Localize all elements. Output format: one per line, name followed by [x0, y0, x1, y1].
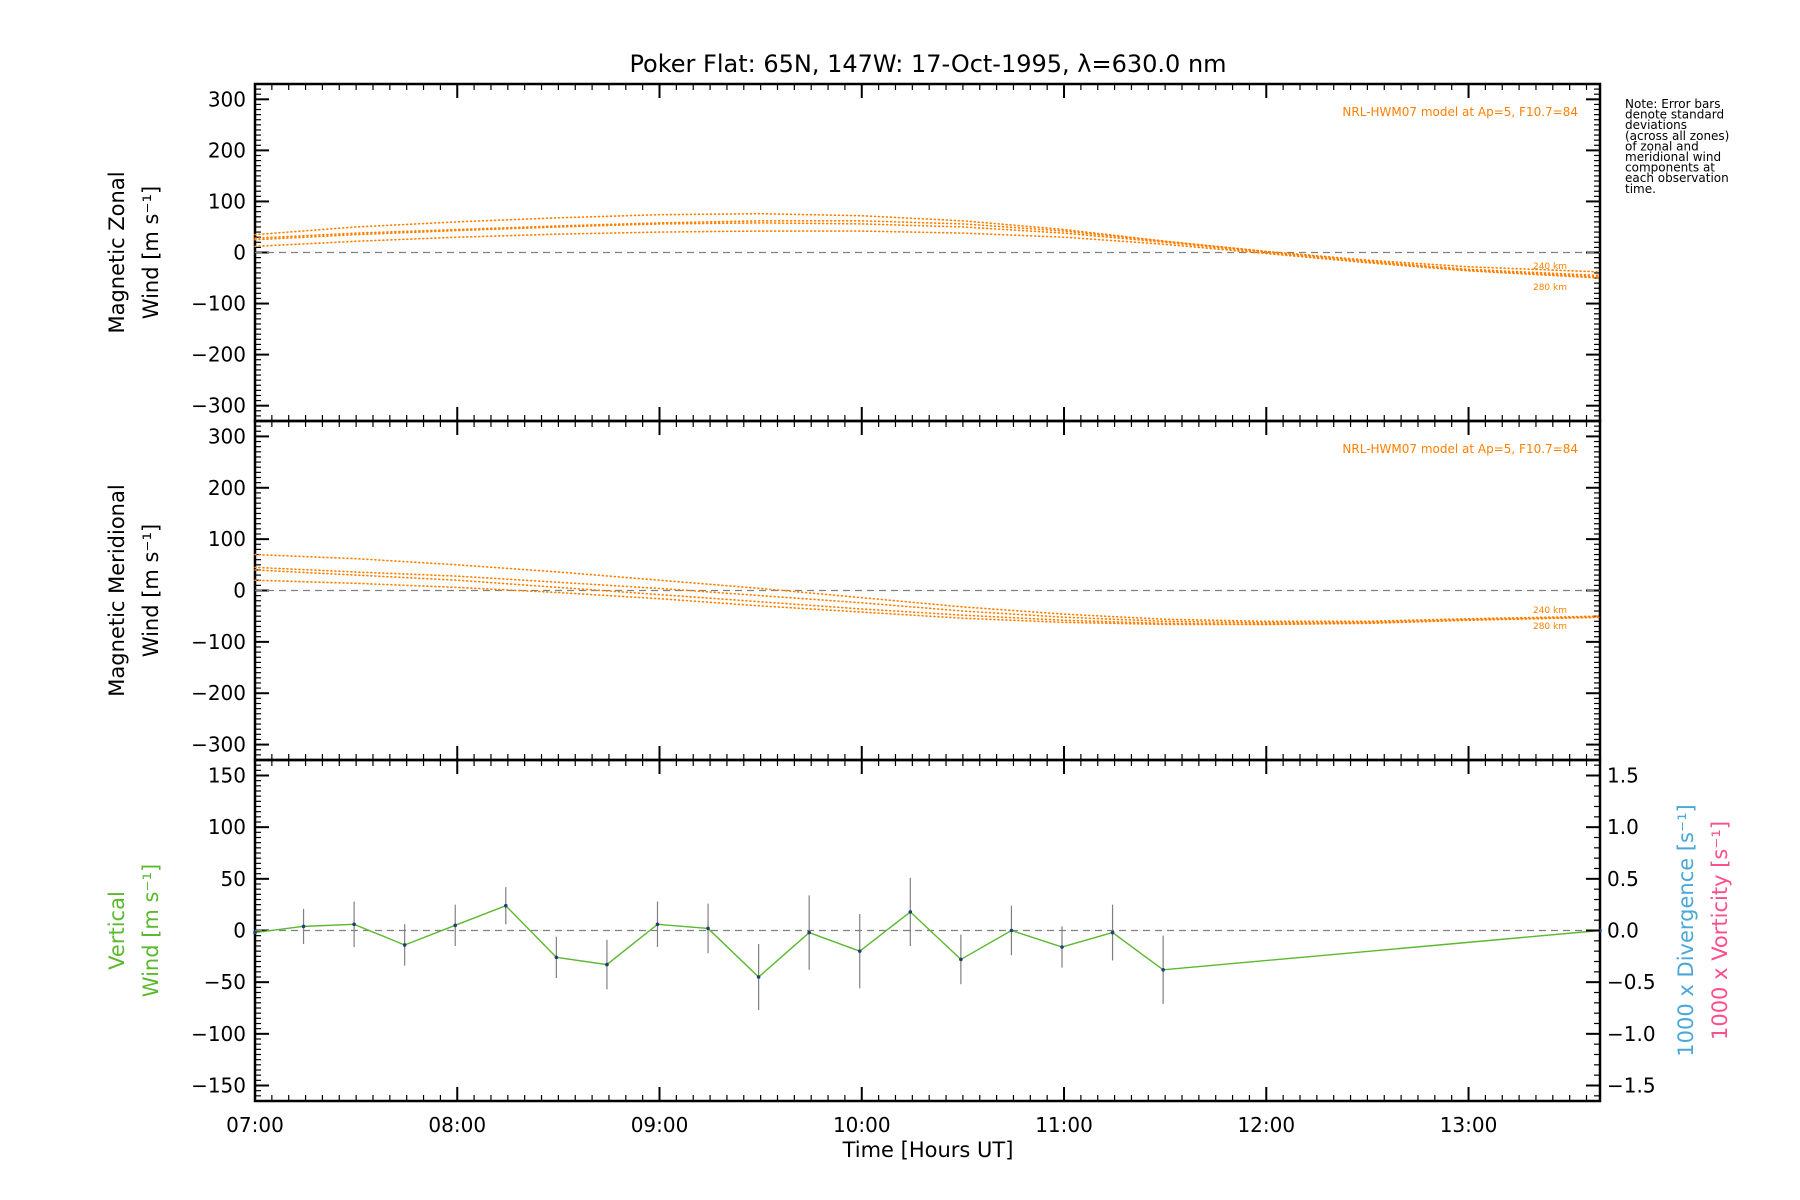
panel-meridional: −300 −200 −100 0 100 200 300 Magnetic Meridiona… [105, 419, 1602, 762]
vertical-wind-point [352, 922, 356, 927]
y-tick-label: −300 [191, 394, 246, 418]
vertical-wind-point [1009, 928, 1014, 933]
panel-zonal: −300 −200 −100 0 100 200 300 Magnetic Zonal Wind… [105, 82, 1602, 423]
y2-tick-label: −1.0 [1607, 1022, 1656, 1046]
vertical-wind-point [857, 949, 862, 953]
y2-tick-label: 0.0 [1607, 919, 1639, 943]
note-line: meridional wind [1625, 150, 1721, 164]
altitude-label: 280 km [1533, 283, 1567, 293]
x-tick-label: 11:00 [1035, 1113, 1093, 1137]
y2-tick-label: −1.5 [1607, 1074, 1656, 1098]
note-line: of zonal and [1625, 139, 1699, 153]
vertical-wind-point [253, 930, 257, 935]
model-curve [254, 222, 1601, 278]
x-tick-label: 09:00 [631, 1113, 689, 1137]
x-tick-label: 10:00 [833, 1113, 891, 1137]
model-curve [254, 553, 1601, 623]
vertical-wind-point [1110, 930, 1115, 935]
y-axis-label: Magnetic Zonal [105, 171, 129, 333]
altitude-label: 280 km [1533, 622, 1567, 632]
x-tick-label: 13:00 [1440, 1113, 1498, 1137]
model-curve [254, 230, 1601, 279]
model-annotation: NRL-HWM07 model at Ap=5, F10.7=84 [1342, 442, 1578, 456]
y-tick-label: −100 [191, 630, 246, 654]
x-tick-label: 07:00 [226, 1113, 284, 1137]
chart-title: Poker Flat: 65N, 147W: 17-Oct-1995, λ=63… [629, 50, 1226, 78]
y-tick-label: 0 [233, 919, 246, 943]
y-tick-label: 150 [208, 764, 246, 788]
panels: −300 −200 −100 0 100 200 300 Magnetic Zonal Wind… [105, 82, 1732, 1137]
y-tick-label: −100 [191, 292, 246, 316]
note-line: (across all zones) [1625, 129, 1729, 143]
y-tick-label: 50 [221, 867, 246, 891]
model-curve [254, 579, 1601, 626]
vorticity-axis-label: 1000 x Vorticity [s⁻¹] [1708, 821, 1732, 1040]
vertical-wind-point [605, 962, 609, 967]
vertical-wind-point [756, 975, 761, 979]
y-axis-label: Magnetic Meridional [105, 484, 129, 696]
model-curve [254, 212, 1601, 273]
y-tick-label: 200 [208, 138, 246, 162]
y-axis-label: Wind [m s⁻¹] [139, 524, 163, 657]
y2-tick-label: 1.5 [1607, 764, 1639, 788]
y-tick-label: −300 [191, 733, 246, 757]
x-tick-label: 08:00 [428, 1113, 486, 1137]
y-tick-label: −200 [191, 343, 246, 367]
vertical-wind-point [554, 955, 559, 960]
note-line: deviations [1625, 118, 1687, 132]
model-curve [254, 566, 1601, 624]
vertical-wind-point [402, 943, 407, 947]
model-annotation: NRL-HWM07 model at Ap=5, F10.7=84 [1342, 105, 1578, 119]
y-tick-label: −100 [191, 1022, 246, 1046]
y-tick-label: 100 [208, 815, 246, 839]
note-line: each observation [1625, 171, 1729, 185]
vertical-wind-line [254, 904, 1601, 978]
altitude-label: 240 km [1533, 262, 1567, 272]
vertical-wind-point [908, 910, 913, 914]
note-line: components at [1625, 161, 1715, 175]
y-tick-label: 100 [208, 527, 246, 551]
vertical-wind-point [807, 930, 811, 935]
vertical-wind-point [655, 922, 660, 927]
y-tick-label: −150 [191, 1074, 246, 1098]
y-tick-label: 100 [208, 189, 246, 213]
note-line: time. [1625, 182, 1656, 196]
x-tick-label: 12:00 [1237, 1113, 1295, 1137]
vertical-wind-point [959, 957, 963, 962]
model-curve [254, 220, 1601, 277]
y-tick-label: 0 [233, 241, 246, 265]
note-line: denote standard [1625, 108, 1724, 122]
y-tick-label: 300 [208, 87, 246, 111]
vertical-wind-point [503, 903, 508, 908]
divergence-axis-label: 1000 x Divergence [s⁻¹] [1674, 804, 1698, 1056]
panel-vertical: 07:00 08:00 09:00 10:00 11:00 12:00 13:00 −150 −… [105, 758, 1732, 1137]
vertical-wind-point [1161, 967, 1165, 972]
vertical-wind-point [706, 926, 710, 931]
y-tick-label: 300 [208, 424, 246, 448]
y-tick-label: −50 [204, 970, 246, 994]
y-axis-label: Wind [m s⁻¹] [139, 186, 163, 319]
vertical-wind-point [453, 923, 458, 928]
y-tick-label: −200 [191, 681, 246, 705]
x-axis-label: Time [Hours UT] [842, 1138, 1014, 1162]
y-tick-label: 0 [233, 579, 246, 603]
y2-tick-label: 1.0 [1607, 815, 1639, 839]
altitude-label: 240 km [1533, 606, 1567, 616]
y-axis-label: Vertical [105, 891, 129, 970]
vertical-wind-point [1060, 945, 1064, 949]
y-tick-label: 200 [208, 476, 246, 500]
vertical-wind-point [301, 924, 306, 929]
y2-tick-label: 0.5 [1607, 867, 1639, 891]
y2-tick-label: −0.5 [1607, 970, 1656, 994]
y-axis-label: Wind [m s⁻¹] [139, 864, 163, 997]
note-line: Note: Error bars [1625, 97, 1720, 111]
